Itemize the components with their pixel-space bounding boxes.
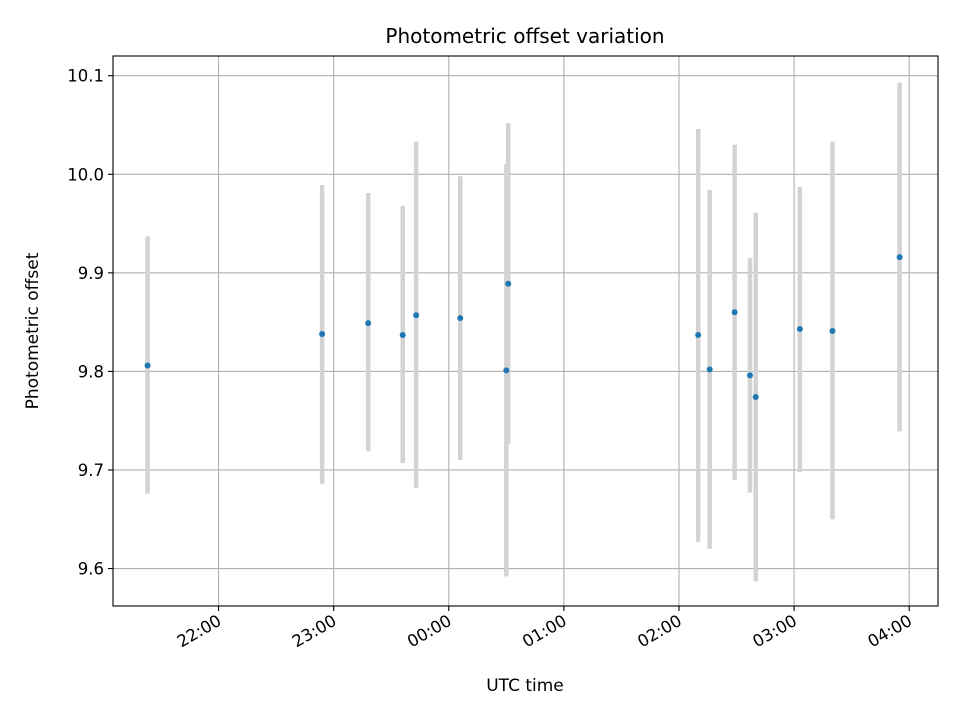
x-tick-label: 02:00: [634, 611, 685, 651]
data-point: [829, 328, 836, 334]
data-point: [896, 254, 903, 261]
data-point: [746, 372, 753, 379]
x-tick-label: 23:00: [289, 611, 340, 651]
x-tick-label: 00:00: [404, 611, 455, 651]
data-point: [695, 331, 702, 338]
data-point: [365, 320, 372, 327]
chart-title: Photometric offset variation: [385, 24, 664, 48]
y-axis-label: Photometric offset: [23, 252, 43, 409]
y-tick-label: 10.1: [67, 67, 104, 86]
data-point: [457, 315, 464, 322]
grid-lines: [113, 56, 938, 606]
x-axis-label: UTC time: [486, 676, 564, 696]
y-tick-label: 9.9: [78, 264, 104, 283]
x-tick-label: 03:00: [749, 611, 800, 651]
plot-frame: [112, 55, 939, 607]
y-tick-label: 9.6: [78, 560, 104, 579]
y-tick-label: 9.7: [78, 461, 104, 480]
data-point: [731, 309, 738, 316]
data-point: [413, 312, 420, 319]
data-point: [752, 394, 759, 401]
x-tick-label: 04:00: [865, 611, 916, 651]
x-axis: 22:00 23:00 00:00 01:00 02:00 03:00 04:00: [174, 606, 915, 651]
y-tick-label: 9.8: [78, 362, 104, 381]
error-bars: [145, 82, 902, 582]
data-points: [144, 254, 903, 401]
data-point: [796, 326, 803, 333]
data-point: [144, 362, 151, 369]
data-point: [706, 366, 713, 373]
x-tick-label: 01:00: [519, 611, 570, 651]
data-point: [319, 330, 326, 337]
data-point: [505, 280, 512, 287]
y-axis: 9.6 9.7 9.8 9.9 10.0 10.1: [67, 67, 113, 579]
data-point: [399, 331, 406, 338]
x-tick-label: 22:00: [174, 611, 225, 651]
data-point: [503, 367, 510, 374]
y-tick-label: 10.0: [67, 165, 104, 184]
